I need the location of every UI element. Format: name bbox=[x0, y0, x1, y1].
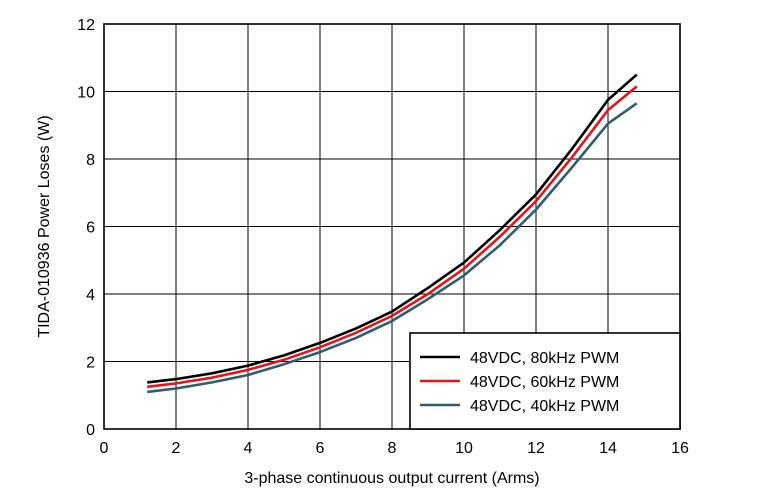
x-tick-label: 14 bbox=[599, 440, 617, 457]
legend-label: 48VDC, 60kHz PWM bbox=[470, 374, 619, 391]
x-tick-label: 12 bbox=[527, 440, 545, 457]
x-tick-label: 10 bbox=[455, 440, 473, 457]
y-tick-label: 2 bbox=[86, 355, 95, 372]
x-tick-label: 2 bbox=[172, 440, 181, 457]
y-tick-label: 12 bbox=[77, 17, 95, 34]
legend-label: 48VDC, 80kHz PWM bbox=[470, 350, 619, 367]
y-tick-label: 6 bbox=[86, 220, 95, 237]
x-axis-ticks: 0 2 4 6 8 10 12 14 16 bbox=[100, 440, 689, 457]
y-tick-label: 8 bbox=[86, 152, 95, 169]
legend: 48VDC, 80kHz PWM 48VDC, 60kHz PWM 48VDC, 4… bbox=[409, 332, 681, 430]
x-tick-label: 8 bbox=[388, 440, 397, 457]
plot-frame bbox=[103, 23, 681, 430]
series-line bbox=[147, 73, 638, 384]
series-line bbox=[147, 102, 638, 394]
y-axis-ticks: 0 2 4 6 8 10 12 bbox=[77, 17, 95, 439]
grid-lines bbox=[103, 23, 681, 430]
series-line bbox=[147, 85, 638, 389]
y-tick-label: 10 bbox=[77, 85, 95, 102]
y-tick-label: 0 bbox=[86, 422, 95, 439]
x-tick-label: 4 bbox=[244, 440, 253, 457]
y-tick-label: 4 bbox=[86, 287, 95, 304]
legend-label: 48VDC, 40kHz PWM bbox=[470, 398, 619, 415]
x-tick-label: 6 bbox=[316, 440, 325, 457]
x-tick-label: 0 bbox=[100, 440, 109, 457]
x-tick-label: 16 bbox=[671, 440, 689, 457]
series-lines bbox=[147, 73, 638, 394]
x-axis-label: 3-phase continuous output current (Arms) bbox=[244, 470, 539, 487]
y-axis-label: TIDA-010936 Power Loses (W) bbox=[36, 115, 53, 337]
